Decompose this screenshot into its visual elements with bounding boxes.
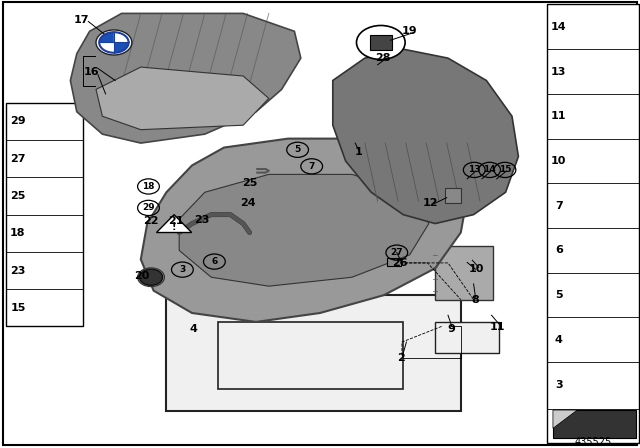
Text: 26: 26	[392, 258, 408, 268]
Text: 20: 20	[134, 271, 150, 281]
Circle shape	[140, 269, 163, 285]
Text: 9: 9	[447, 323, 455, 334]
Text: 2: 2	[397, 353, 404, 363]
Text: 7: 7	[308, 162, 315, 171]
Text: 12: 12	[422, 198, 438, 208]
Text: 14: 14	[483, 165, 496, 174]
FancyBboxPatch shape	[547, 4, 639, 443]
Polygon shape	[141, 138, 467, 322]
Text: 8: 8	[471, 296, 479, 306]
Polygon shape	[96, 67, 269, 129]
Text: 13: 13	[468, 165, 481, 174]
Polygon shape	[553, 410, 636, 438]
Text: 4: 4	[555, 335, 563, 345]
Text: 5: 5	[555, 290, 563, 300]
Text: 22: 22	[143, 216, 159, 226]
Text: 18: 18	[10, 228, 26, 238]
Text: 28: 28	[375, 53, 390, 63]
Text: 17: 17	[74, 15, 90, 25]
Text: 10: 10	[469, 264, 484, 274]
Text: 1: 1	[355, 147, 362, 157]
Text: 29: 29	[142, 203, 155, 212]
Wedge shape	[99, 32, 114, 43]
Text: 15: 15	[499, 165, 511, 174]
Text: 19: 19	[402, 26, 417, 36]
Polygon shape	[157, 215, 192, 233]
Text: 25: 25	[10, 191, 26, 201]
FancyBboxPatch shape	[445, 188, 461, 203]
Text: 10: 10	[551, 156, 566, 166]
FancyBboxPatch shape	[3, 2, 637, 445]
Circle shape	[138, 268, 164, 287]
Wedge shape	[99, 43, 114, 53]
Polygon shape	[435, 322, 499, 353]
Text: 13: 13	[551, 67, 566, 77]
Text: 18: 18	[142, 182, 155, 191]
Text: 15: 15	[10, 303, 26, 313]
Wedge shape	[114, 32, 129, 43]
Text: 3: 3	[179, 265, 186, 274]
Polygon shape	[166, 295, 461, 411]
Text: 29: 29	[10, 116, 26, 126]
Circle shape	[96, 30, 132, 55]
Text: 21: 21	[168, 216, 184, 226]
Text: 435525: 435525	[574, 437, 612, 447]
Text: 7: 7	[555, 201, 563, 211]
FancyBboxPatch shape	[6, 103, 83, 327]
Polygon shape	[333, 49, 518, 224]
Text: 14: 14	[551, 22, 566, 32]
Text: 24: 24	[241, 198, 256, 208]
Text: 25: 25	[242, 178, 257, 188]
Circle shape	[356, 26, 405, 60]
Polygon shape	[553, 410, 577, 428]
Polygon shape	[70, 13, 301, 143]
Text: 11: 11	[551, 111, 566, 121]
Polygon shape	[435, 246, 493, 300]
Text: 23: 23	[194, 215, 209, 225]
Text: 23: 23	[10, 266, 26, 276]
Polygon shape	[218, 322, 403, 389]
Polygon shape	[179, 174, 429, 286]
Text: 27: 27	[390, 248, 403, 257]
Text: 3: 3	[555, 379, 563, 390]
Text: !: !	[172, 222, 177, 232]
Text: 6: 6	[555, 246, 563, 255]
Text: 27: 27	[10, 154, 26, 164]
FancyBboxPatch shape	[387, 258, 401, 266]
Text: 4: 4	[189, 323, 197, 334]
Text: 11: 11	[490, 322, 506, 332]
Text: 16: 16	[84, 67, 99, 77]
FancyBboxPatch shape	[370, 35, 392, 50]
Text: 5: 5	[294, 145, 301, 154]
Text: 6: 6	[211, 257, 218, 266]
Wedge shape	[114, 43, 129, 53]
